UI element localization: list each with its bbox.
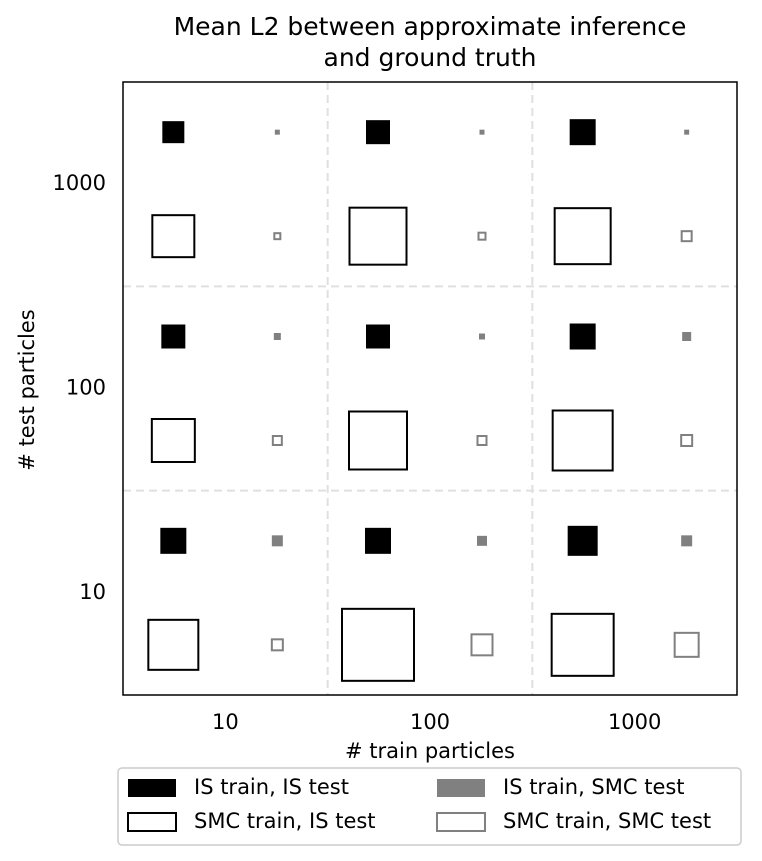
square: [366, 120, 390, 145]
square: [479, 333, 485, 340]
square: [684, 129, 690, 135]
x-tick-label: 100: [410, 710, 450, 734]
square: [348, 206, 408, 266]
y-tick-label: 100: [66, 376, 106, 400]
square: [551, 409, 614, 472]
square: [160, 527, 187, 554]
chart-title: Mean L2 between approximate inference: [174, 12, 687, 41]
square: [569, 119, 596, 146]
square: [569, 323, 596, 350]
square: [150, 418, 196, 463]
square: [348, 410, 408, 471]
square: [271, 435, 283, 446]
square: [477, 535, 487, 546]
square: [162, 121, 185, 144]
square: [476, 435, 488, 446]
square: [341, 607, 415, 682]
legend-label: IS train, IS test: [194, 775, 349, 799]
square: [274, 129, 280, 135]
legend-label: IS train, SMC test: [503, 775, 685, 799]
legend-swatch: [437, 779, 485, 797]
x-tick-label: 10: [212, 710, 239, 734]
plot-frame: [122, 81, 738, 696]
square: [477, 231, 487, 241]
square: [273, 333, 281, 340]
square: [470, 633, 494, 657]
chart-title: and ground truth: [324, 43, 537, 72]
square: [151, 214, 196, 259]
square: [553, 207, 612, 266]
x-axis-label: # train particles: [345, 739, 515, 763]
square: [479, 129, 485, 135]
legend-box: [117, 767, 742, 846]
square: [680, 230, 693, 243]
y-axis-label: # test particles: [15, 309, 39, 470]
square: [270, 638, 284, 652]
square: [147, 618, 200, 671]
y-tick-label: 10: [79, 580, 106, 604]
y-tick-label: 1000: [53, 171, 106, 195]
square: [271, 535, 283, 547]
square: [366, 324, 390, 349]
legend-label: SMC train, IS test: [194, 809, 376, 833]
square: [681, 535, 693, 547]
legend-label: SMC train, SMC test: [503, 809, 711, 833]
square: [673, 631, 700, 658]
square: [680, 434, 694, 447]
square: [550, 612, 615, 677]
square: [365, 527, 391, 554]
square: [682, 332, 692, 341]
square: [567, 525, 598, 556]
legend-swatch: [128, 779, 176, 797]
legend-swatch: [436, 812, 486, 832]
legend-swatch: [127, 812, 177, 832]
square: [273, 232, 282, 241]
x-tick-label: 1000: [608, 710, 661, 734]
square: [161, 324, 186, 349]
